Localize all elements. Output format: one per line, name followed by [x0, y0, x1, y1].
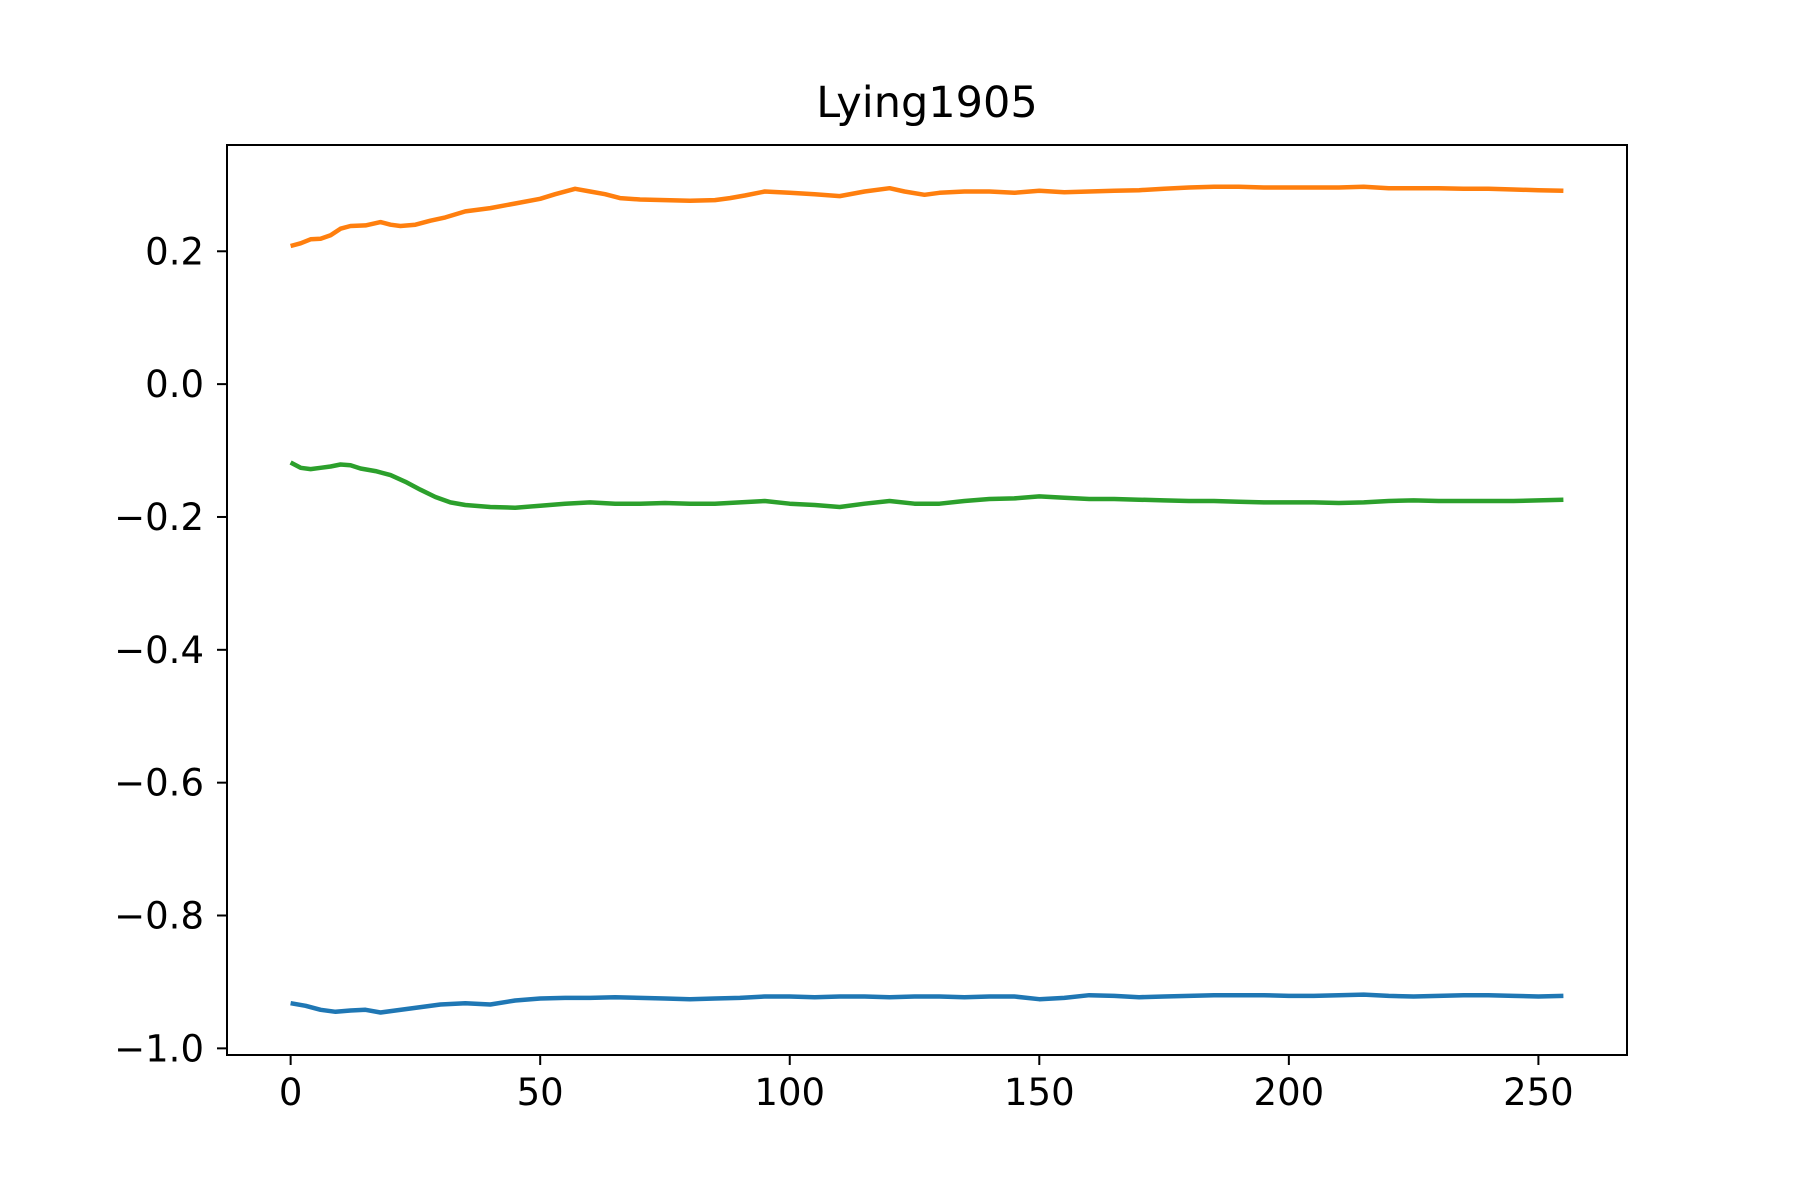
- x-tick-label: 150: [1004, 1071, 1075, 1114]
- x-tick-label: 250: [1503, 1071, 1574, 1114]
- x-tick-label: 200: [1254, 1071, 1325, 1114]
- y-tick-label: 0.2: [145, 230, 204, 273]
- chart-title: Lying1905: [816, 78, 1037, 128]
- y-tick-label: −0.4: [114, 629, 204, 672]
- plot-area-frame: [226, 144, 1628, 1056]
- y-tick-label: −1.0: [114, 1027, 204, 1070]
- x-axis: 0 50 100 150 200 250: [279, 1055, 1574, 1114]
- series-line-2: [290, 184, 1564, 249]
- y-tick-label: 0.0: [145, 363, 204, 406]
- x-tick-label: 50: [517, 1071, 564, 1114]
- y-tick-label: −0.8: [114, 895, 204, 938]
- x-tick-label: 0: [279, 1071, 303, 1114]
- y-tick-label: −0.2: [114, 496, 204, 539]
- x-tick-label: 100: [754, 1071, 825, 1114]
- series-line-3: [289, 460, 1564, 510]
- y-tick-label: −0.6: [114, 762, 204, 805]
- series-line-1: [290, 992, 1564, 1015]
- series-layer: [289, 184, 1564, 1015]
- y-axis: −1.0 −0.8 −0.6 −0.4 −0.2 0.0 0.2: [114, 230, 227, 1070]
